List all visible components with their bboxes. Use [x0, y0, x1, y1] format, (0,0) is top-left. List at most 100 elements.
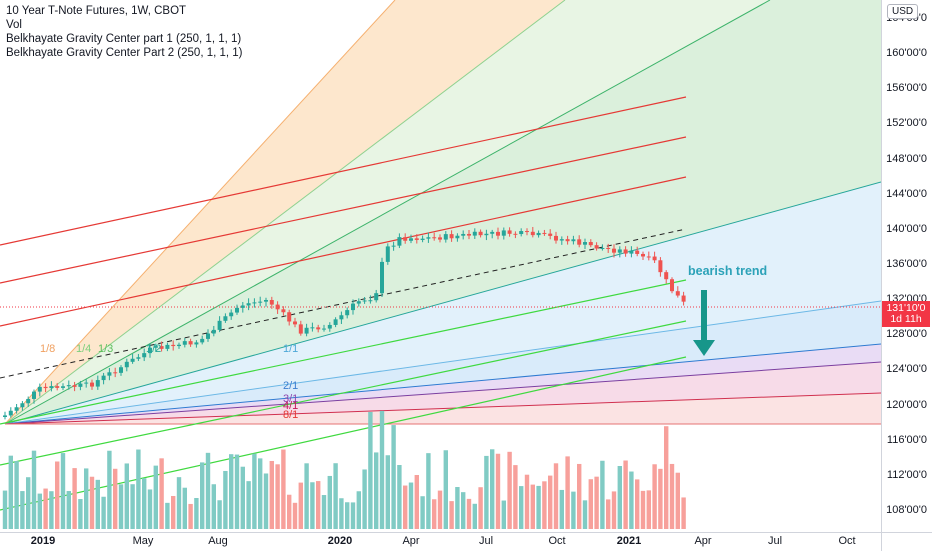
volume-bar: [629, 471, 634, 529]
candle-body: [513, 233, 518, 235]
volume-bar: [234, 454, 240, 529]
volume-bar: [113, 468, 118, 529]
volume-bar: [136, 449, 141, 529]
chart-canvas[interactable]: [0, 0, 881, 532]
price-tick-label: 160'00'0: [886, 47, 927, 60]
price-tick-label: 156'00'0: [886, 82, 927, 95]
volume-bar: [443, 450, 448, 529]
indicator-2-label[interactable]: Belkhayate Gravity Center Part 2 (250, 1…: [6, 47, 243, 59]
candle-body: [641, 253, 645, 257]
volume-bar: [229, 454, 234, 529]
gann-label-1-8: 1/8: [40, 343, 56, 355]
gann-label-1-4: 1/4: [76, 343, 92, 355]
volume-bar: [472, 503, 477, 529]
candle-body: [90, 382, 94, 387]
candle-body: [652, 256, 657, 261]
candle-body: [113, 372, 118, 374]
candle-body: [217, 320, 222, 330]
gravity-line-red: [0, 176, 687, 327]
currency-badge[interactable]: USD: [887, 4, 919, 19]
volume-bar: [513, 465, 518, 529]
symbol-title[interactable]: 10 Year T-Note Futures, 1W, CBOT: [6, 5, 187, 17]
candle-body: [658, 260, 663, 273]
gravity-line-red: [0, 136, 687, 284]
indicator-lines: [0, 96, 881, 511]
candle-body: [194, 342, 199, 345]
volume-bar: [426, 453, 431, 529]
candle-body: [368, 300, 373, 302]
volume-bar: [652, 464, 657, 529]
volume-bar: [95, 479, 100, 529]
time-axis[interactable]: 2019 May Aug 2020 Apr Jul Oct 2021 Apr Jul Oct: [0, 532, 881, 551]
candle-body: [310, 327, 315, 329]
candle-body: [304, 327, 309, 334]
candle-body: [594, 245, 599, 249]
volume-bar: [223, 470, 228, 529]
volume-bar: [89, 476, 95, 529]
candle-body: [84, 382, 89, 384]
volume-bar: [211, 484, 216, 529]
axis-corner[interactable]: [881, 532, 932, 551]
candle-body: [72, 385, 77, 387]
volume-bar: [478, 487, 483, 529]
gann-fan-ray: [4, 0, 566, 425]
volume-bar: [362, 469, 367, 529]
candle-body: [177, 344, 181, 347]
candle-body: [629, 250, 634, 254]
volume-bar: [466, 498, 472, 529]
candle-body: [333, 319, 338, 325]
volume-bar: [420, 496, 425, 529]
candle-body: [55, 386, 60, 388]
gann-fan-ray: [4, 181, 881, 425]
volume-bar: [559, 489, 564, 529]
volume-bar: [449, 501, 454, 529]
candle-body: [559, 239, 564, 241]
volume-bar: [519, 486, 524, 529]
candle-body: [107, 372, 112, 376]
volume-bar: [275, 464, 280, 529]
candle-body: [136, 357, 141, 359]
volume-indicator-label[interactable]: Vol: [6, 19, 22, 31]
volume-bar: [2, 490, 8, 529]
volume-bar: [594, 476, 599, 529]
volume-bar: [669, 463, 675, 529]
volume-bar: [182, 487, 187, 529]
volume-bar: [78, 499, 83, 529]
candle-body: [507, 230, 512, 234]
candle-body: [3, 415, 7, 417]
candle-body: [269, 299, 274, 305]
candle-body: [188, 341, 193, 345]
volume-bar: [397, 465, 402, 529]
time-tick-label: 2019: [30, 535, 56, 547]
candle-body: [101, 375, 106, 381]
candle-body: [43, 386, 48, 389]
volume-bar: [200, 462, 205, 529]
candle-body: [600, 247, 605, 249]
volume-bar: [171, 495, 176, 529]
volume-bar: [316, 481, 321, 529]
volume-bar: [205, 452, 211, 529]
volume-bar: [292, 502, 298, 529]
volume-bar: [194, 498, 199, 529]
indicator-1-label[interactable]: Belkhayate Gravity Center part 1 (250, 1…: [6, 33, 242, 45]
candle-body: [403, 237, 408, 241]
candle-body: [623, 249, 628, 254]
candle-body: [536, 232, 541, 236]
candle-body: [438, 237, 442, 240]
volume-bar: [455, 487, 460, 529]
chart-legend: 10 Year T-Note Futures, 1W, CBOT Vol Bel…: [6, 4, 243, 60]
volume-bar: [524, 474, 530, 529]
volume-bar: [14, 461, 19, 529]
volume-bar: [623, 460, 628, 529]
bearish-trend-annotation[interactable]: bearish trend: [688, 264, 768, 278]
bar-countdown: 1d 11h: [890, 313, 922, 325]
volume-bar: [8, 455, 13, 529]
price-tick-label: 116'00'0: [886, 433, 927, 446]
candle-body: [530, 231, 535, 236]
price-tick-label: 120'00'0: [886, 398, 927, 411]
candle-body: [165, 344, 170, 349]
price-axis[interactable]: 164'00'0160'00'0156'00'0152'00'0148'00'0…: [881, 0, 932, 532]
gann-label-1-1: 1/1: [283, 343, 299, 355]
candle-body: [37, 386, 42, 392]
